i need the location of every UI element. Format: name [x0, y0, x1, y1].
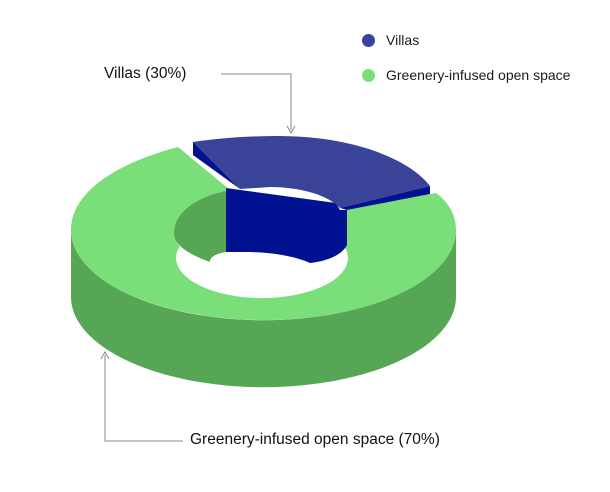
legend-label-villas: Villas — [386, 32, 420, 48]
slice-side-green — [71, 230, 456, 388]
leader-line-green — [104, 355, 183, 442]
slice-edge-blue — [193, 142, 240, 189]
legend-item-villas: Villas — [362, 30, 570, 50]
leader-arrow-green — [100, 350, 110, 360]
legend-swatch-villas — [362, 33, 375, 47]
slice-side-blue — [226, 188, 347, 263]
legend-swatch-green — [362, 68, 375, 82]
slice-top-blue — [193, 136, 430, 208]
data-label-villas: Villas (30%) — [104, 65, 187, 82]
slice-top-green-main — [71, 147, 456, 320]
legend: Villas Greenery-infused open space — [362, 30, 570, 100]
slice-edge-blue-right — [340, 186, 430, 210]
slice-inner-green — [174, 190, 230, 262]
leader-arrow-villas — [286, 125, 296, 135]
legend-label-green: Greenery-infused open space — [386, 67, 571, 83]
data-label-green: Greenery-infused open space (70%) — [190, 431, 440, 448]
leader-line-villas — [221, 73, 292, 130]
legend-item-green: Greenery-infused open space — [362, 65, 570, 85]
